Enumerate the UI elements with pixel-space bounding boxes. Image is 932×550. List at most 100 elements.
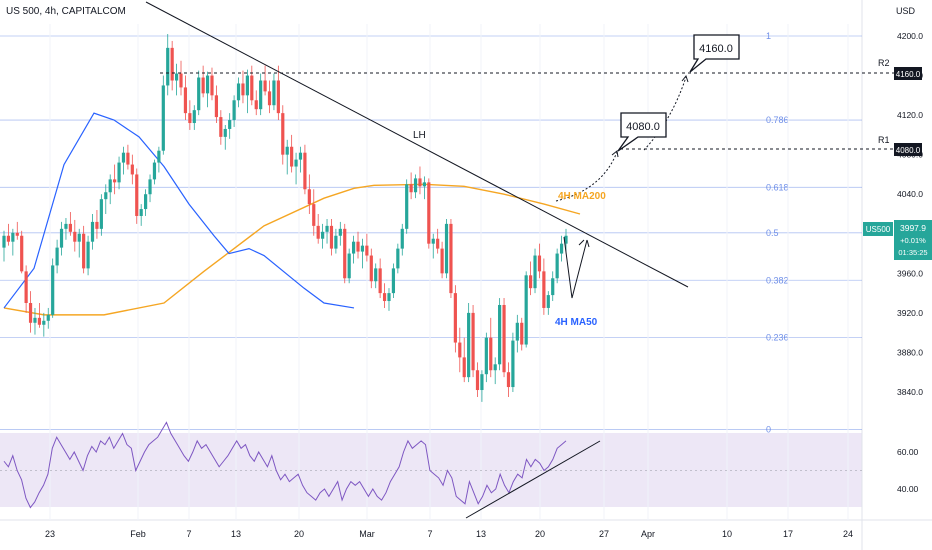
candle-body	[294, 159, 298, 167]
candle	[86, 235, 90, 276]
arrowhead-r1	[611, 150, 619, 158]
candle-body	[219, 117, 223, 137]
chart-title: US 500, 4h, CAPITALCOM	[6, 6, 126, 17]
candle	[148, 174, 152, 203]
fib-label: 0	[766, 425, 771, 435]
fib-label: 0.236	[766, 333, 789, 343]
rsi-line	[3, 421, 567, 509]
candle	[374, 263, 378, 289]
candle	[520, 317, 524, 351]
fibonacci-levels: 1 0.786 0.618 0.5 0.382 0.236 0	[0, 31, 862, 435]
candle	[11, 228, 15, 256]
candle-body	[298, 152, 303, 160]
candle	[276, 65, 280, 121]
candle	[400, 223, 404, 256]
time-tick-label: 7	[186, 529, 191, 539]
svg-text:4080.0: 4080.0	[896, 146, 921, 155]
time-tick-label: 20	[294, 529, 304, 539]
candle	[77, 228, 81, 258]
candle-body	[15, 232, 19, 236]
candle-body	[303, 152, 307, 190]
candle-body	[152, 162, 157, 180]
candle-body	[201, 77, 205, 94]
candle-body	[188, 113, 192, 124]
candle-body	[347, 253, 351, 279]
candle	[73, 219, 77, 252]
candle-body	[250, 75, 254, 101]
candle-body	[51, 265, 55, 315]
candle-body	[214, 95, 219, 118]
target-callout-4160[interactable]: 4160.0	[689, 34, 740, 73]
candle	[90, 214, 95, 250]
candle-body	[6, 235, 11, 242]
candle	[533, 248, 537, 294]
candle-body	[64, 223, 68, 229]
candle-body	[356, 241, 360, 252]
candle-body	[126, 152, 130, 165]
candle	[290, 134, 294, 173]
candle	[188, 100, 192, 130]
ma50-label: 4H MA50	[555, 317, 598, 328]
r1-label: R1	[878, 135, 890, 145]
fib-label: 0.618	[766, 182, 789, 192]
candle	[157, 146, 161, 173]
candle-body	[223, 128, 227, 137]
candle-body	[68, 223, 72, 232]
candle-body	[139, 209, 143, 216]
candles	[2, 34, 568, 402]
candle-body	[37, 317, 42, 325]
candle	[431, 233, 435, 259]
candle	[33, 307, 37, 335]
candle-body	[374, 268, 378, 282]
candle-body	[382, 293, 387, 302]
candle-body	[228, 120, 232, 129]
fib-label: 0.5	[766, 228, 779, 238]
candle	[484, 332, 488, 383]
candle	[228, 113, 232, 139]
candle	[338, 221, 342, 246]
time-tick-label: 13	[231, 529, 241, 539]
candle	[502, 298, 506, 378]
candle-body	[82, 233, 86, 269]
rsi-band	[0, 433, 862, 507]
candle-body	[440, 248, 444, 274]
candle	[161, 75, 165, 155]
candle	[82, 225, 86, 274]
candle	[334, 228, 338, 254]
time-tick-label: Feb	[130, 529, 146, 539]
candle-body	[28, 303, 33, 323]
price-tick-label: 4120.0	[897, 110, 923, 120]
candle-body	[564, 235, 568, 244]
candle-body	[489, 337, 493, 371]
candle-body	[559, 243, 564, 254]
candle-body	[11, 232, 15, 242]
candle	[294, 152, 298, 185]
projection-to-r2	[643, 76, 687, 151]
target-callout-4080[interactable]: 4080.0	[617, 112, 667, 152]
candle-body	[95, 221, 99, 229]
candle-body	[90, 221, 95, 242]
candle-body	[236, 83, 241, 101]
candle	[95, 210, 99, 239]
price-tick-label: 3840.0	[897, 387, 923, 397]
time-tick-label: 7	[427, 529, 432, 539]
candle	[281, 105, 285, 165]
candle	[210, 67, 214, 101]
candle-body	[351, 241, 356, 254]
candle	[396, 243, 400, 274]
candle	[117, 156, 121, 190]
candle	[104, 184, 108, 214]
candle-body	[551, 278, 555, 296]
candle-body	[42, 320, 46, 325]
candle-body	[254, 100, 258, 110]
candle	[241, 70, 245, 104]
candle	[6, 223, 11, 246]
candle	[139, 204, 143, 226]
candle	[462, 337, 466, 383]
candle	[144, 189, 148, 216]
candle-body	[338, 228, 342, 236]
candle	[267, 80, 272, 114]
last-price: 3997.9	[900, 223, 926, 233]
candle	[546, 291, 550, 315]
